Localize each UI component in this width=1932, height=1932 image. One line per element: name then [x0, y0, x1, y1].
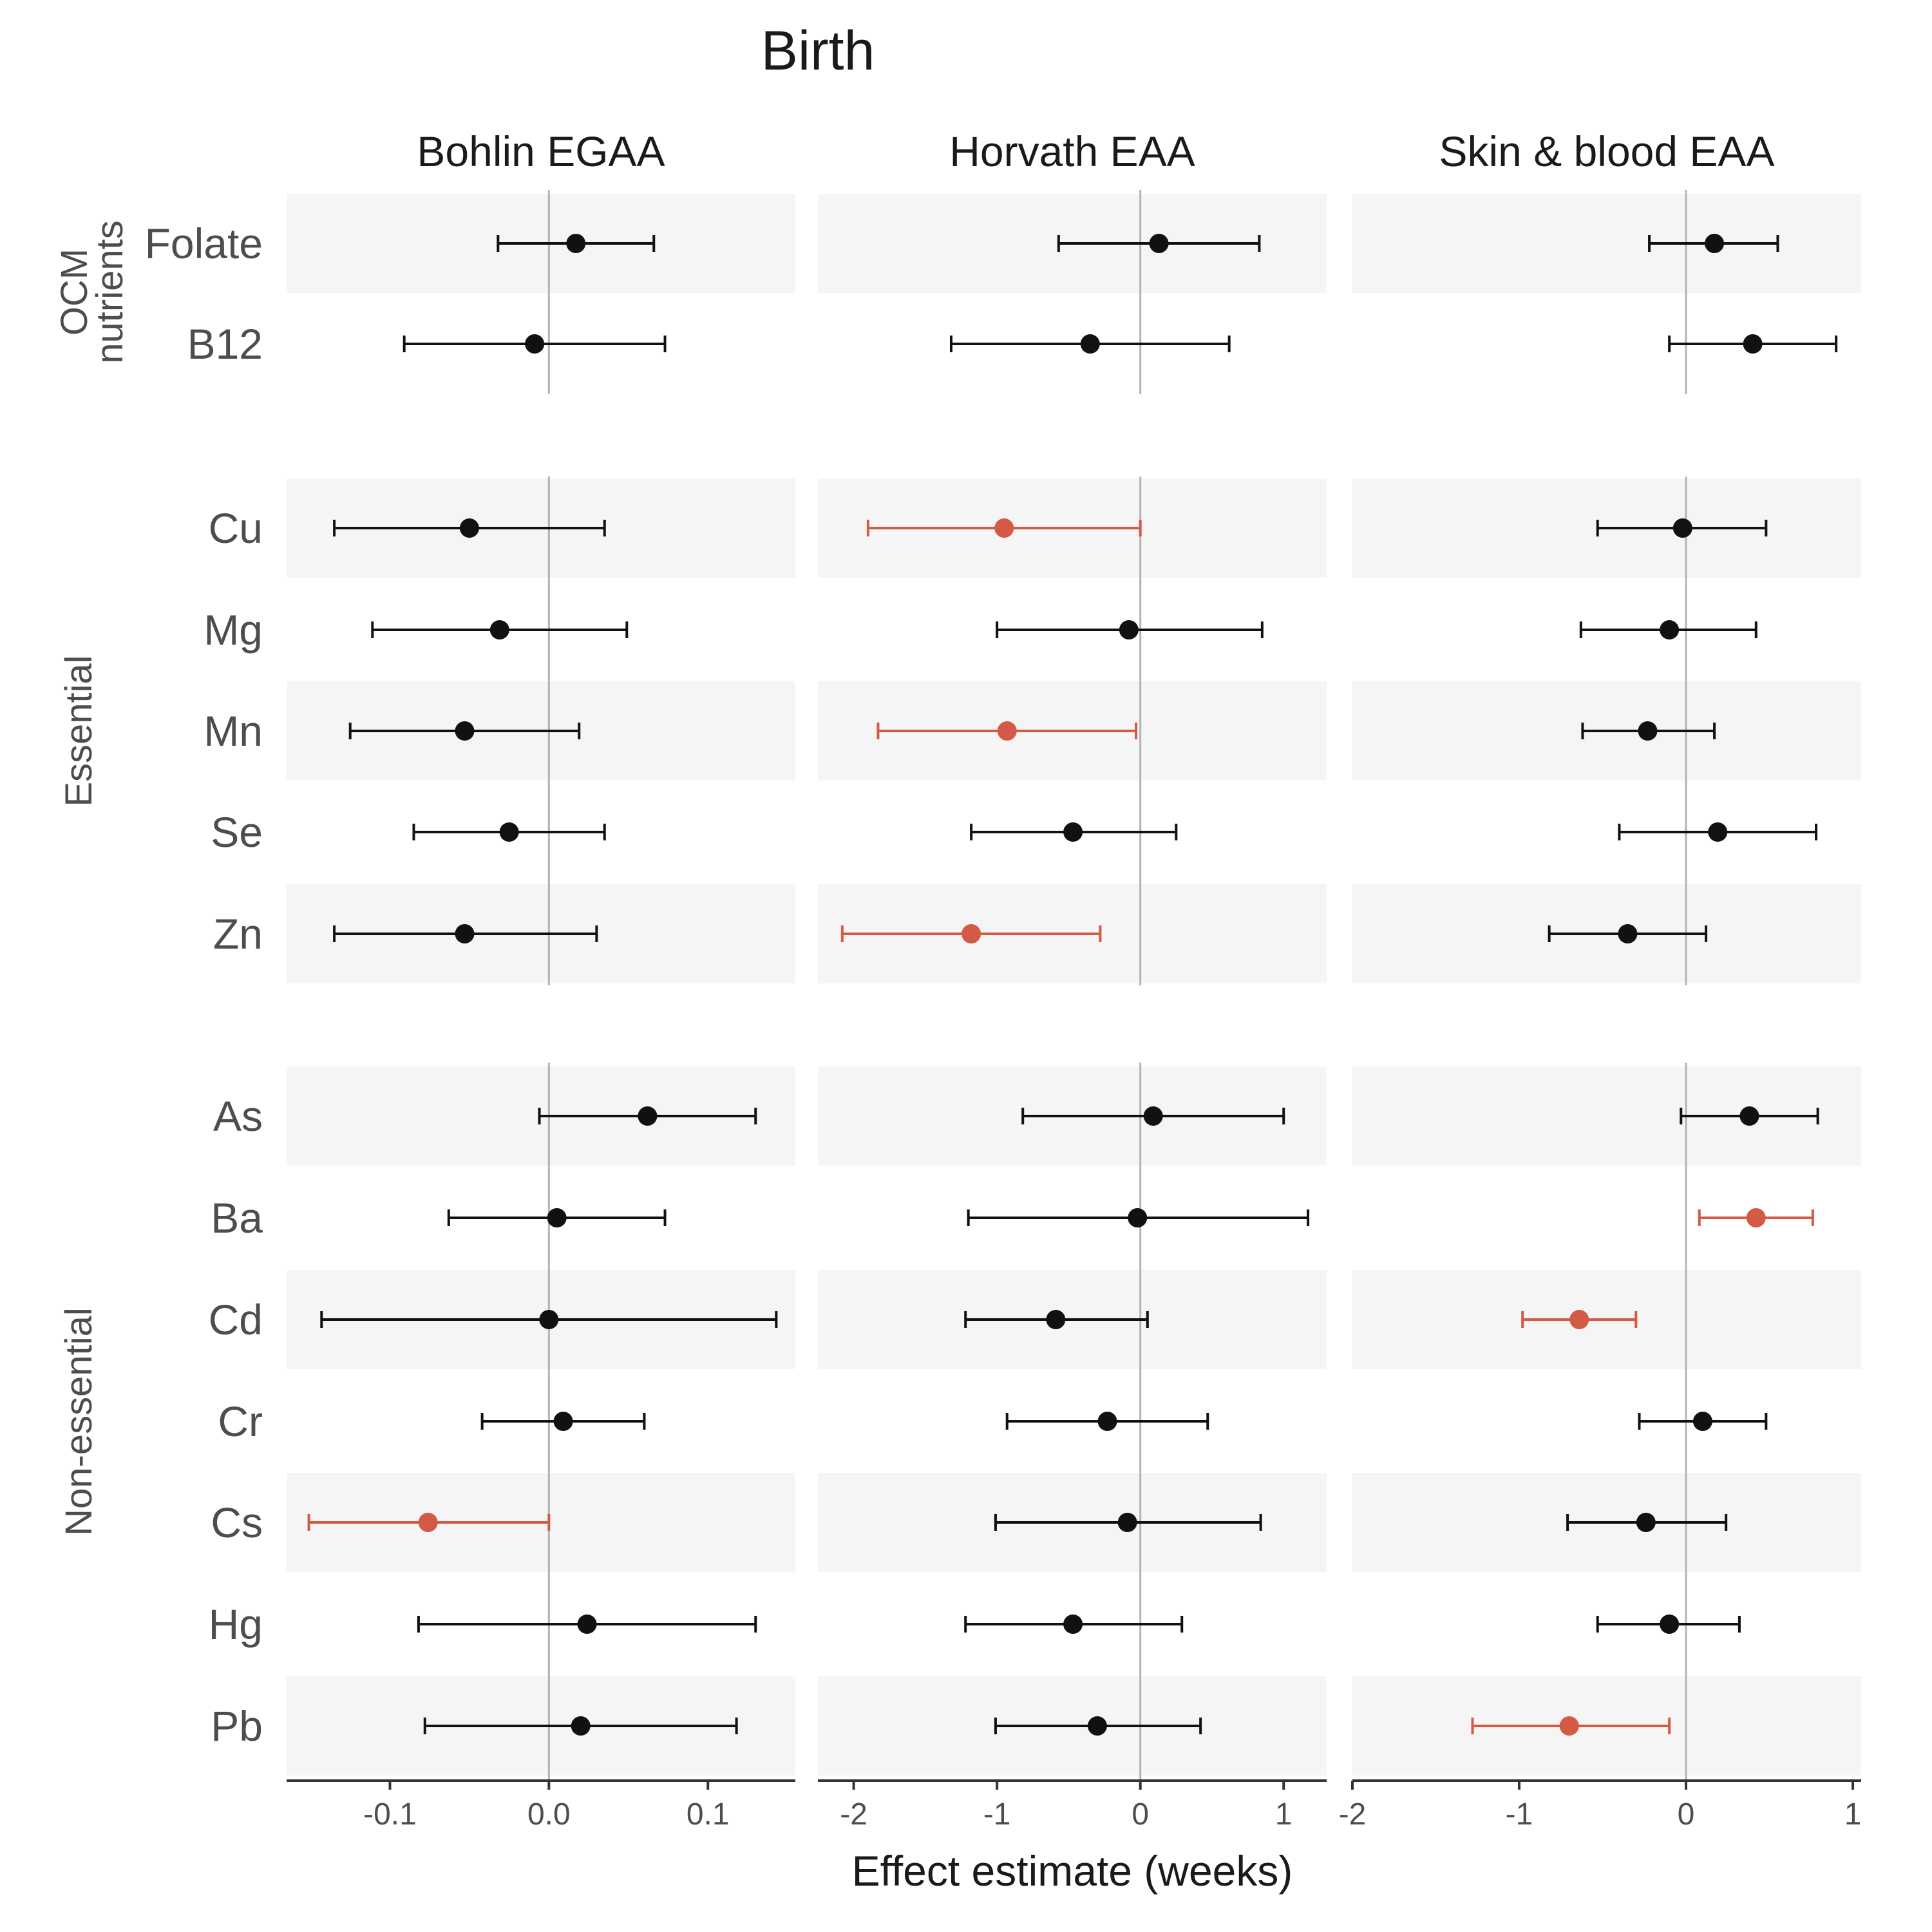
group-label-essential: Essential — [58, 655, 100, 806]
row-bands — [287, 194, 1861, 1776]
point-estimate-horvath-eaa-mg — [1119, 620, 1139, 639]
x-tick-label-skin-and-blood-eaa-1: -1 — [1506, 1797, 1533, 1832]
point-estimate-horvath-eaa-as — [1143, 1106, 1163, 1126]
x-tick-label-horvath-eaa-1: -1 — [983, 1797, 1011, 1832]
x-axis-label: Effect estimate (weeks) — [852, 1847, 1293, 1895]
estimate-marks — [307, 234, 1838, 1736]
row-label-mg: Mg — [204, 606, 263, 654]
group-label-ocm-nutrients-line-1: OCM — [53, 249, 95, 336]
row-label-folate: Folate — [145, 220, 263, 267]
row-label-mn: Mn — [204, 707, 263, 755]
point-estimate-skin-and-blood-eaa-cu — [1672, 518, 1692, 538]
row-label-pb: Pb — [211, 1702, 263, 1750]
x-axes: -0.1 0.0 0.1 -2 -1 0 1 -2 -1 0 1 — [287, 1779, 1862, 1832]
point-estimate-skin-and-blood-eaa-b12 — [1743, 334, 1763, 354]
point-estimate-skin-and-blood-eaa-cr — [1692, 1412, 1712, 1431]
point-estimate-skin-and-blood-eaa-cs — [1636, 1513, 1656, 1532]
point-estimate-bohlin-egaa-pb — [571, 1716, 591, 1736]
row-labels: Folate B12 Cu Mg Mn Se Zn As Ba Cd Cr Cs Hg Pb — [145, 220, 263, 1750]
facet-title-horvath-eaa: Horvath EAA — [949, 128, 1195, 175]
row-label-zn: Zn — [213, 910, 263, 958]
group-label-ocm-nutrients-line-2: nutrients — [89, 220, 131, 363]
point-estimate-skin-and-blood-eaa-hg — [1660, 1615, 1680, 1634]
point-estimate-bohlin-egaa-ba — [547, 1208, 567, 1227]
facet-title-skin-and-blood-eaa: Skin & blood EAA — [1439, 128, 1775, 175]
point-estimate-skin-and-blood-eaa-as — [1739, 1106, 1759, 1126]
row-band-skin-and-blood-eaa-folate — [1352, 194, 1861, 293]
point-estimate-horvath-eaa-cs — [1117, 1513, 1137, 1532]
x-tick-label-horvath-eaa-2: 0 — [1132, 1797, 1149, 1832]
point-estimate-skin-and-blood-eaa-ba — [1746, 1208, 1766, 1227]
row-label-cr: Cr — [218, 1397, 263, 1445]
chart-title: Birth — [761, 20, 875, 82]
point-estimate-horvath-eaa-cr — [1097, 1412, 1117, 1431]
x-tick-label-bohlin-egaa-0: -0.1 — [363, 1797, 417, 1832]
row-label-b12: B12 — [187, 320, 263, 368]
row-label-cd: Cd — [209, 1296, 263, 1343]
row-label-hg: Hg — [209, 1600, 263, 1648]
point-estimate-horvath-eaa-zn — [961, 924, 981, 943]
point-estimate-bohlin-egaa-cu — [459, 518, 479, 538]
row-label-cs: Cs — [211, 1499, 263, 1546]
point-estimate-skin-and-blood-eaa-zn — [1618, 924, 1638, 943]
point-estimate-bohlin-egaa-cr — [553, 1412, 573, 1431]
point-estimate-skin-and-blood-eaa-mn — [1638, 721, 1658, 741]
point-estimate-horvath-eaa-ba — [1128, 1208, 1148, 1227]
point-estimate-bohlin-egaa-zn — [455, 924, 475, 943]
point-estimate-horvath-eaa-cu — [994, 518, 1014, 538]
x-tick-label-bohlin-egaa-2: 0.1 — [687, 1797, 730, 1832]
point-estimate-bohlin-egaa-cs — [418, 1513, 438, 1532]
point-estimate-horvath-eaa-cd — [1046, 1310, 1066, 1329]
point-estimate-bohlin-egaa-cd — [539, 1310, 559, 1329]
point-estimate-bohlin-egaa-folate — [566, 234, 586, 253]
point-estimate-bohlin-egaa-as — [638, 1106, 658, 1126]
row-label-cu: Cu — [209, 504, 263, 552]
point-estimate-horvath-eaa-pb — [1087, 1716, 1107, 1736]
facet-titles: Bohlin EGAA Horvath EAA Skin & blood EAA — [417, 128, 1774, 175]
point-estimate-bohlin-egaa-hg — [577, 1615, 597, 1634]
x-tick-label-horvath-eaa-3: 1 — [1275, 1797, 1293, 1832]
point-estimate-skin-and-blood-eaa-mg — [1660, 620, 1680, 639]
row-label-se: Se — [211, 808, 263, 856]
facet-title-bohlin-egaa: Bohlin EGAA — [417, 128, 665, 175]
point-estimate-horvath-eaa-hg — [1063, 1615, 1083, 1634]
x-tick-label-skin-and-blood-eaa-0: -2 — [1339, 1797, 1367, 1832]
point-estimate-horvath-eaa-folate — [1149, 234, 1169, 253]
point-estimate-skin-and-blood-eaa-cd — [1569, 1310, 1589, 1329]
point-estimate-skin-and-blood-eaa-se — [1708, 822, 1728, 842]
row-label-as: As — [213, 1092, 263, 1140]
point-estimate-horvath-eaa-mn — [997, 721, 1017, 741]
group-label-non-essential: Non-essential — [58, 1307, 100, 1536]
point-estimate-bohlin-egaa-mn — [455, 721, 475, 741]
row-label-ba: Ba — [211, 1194, 263, 1242]
x-tick-label-skin-and-blood-eaa-3: 1 — [1844, 1797, 1862, 1832]
x-tick-label-skin-and-blood-eaa-2: 0 — [1678, 1797, 1695, 1832]
point-estimate-horvath-eaa-b12 — [1080, 334, 1100, 354]
point-estimate-horvath-eaa-se — [1063, 822, 1083, 842]
point-estimate-skin-and-blood-eaa-folate — [1705, 234, 1725, 253]
point-estimate-bohlin-egaa-b12 — [525, 334, 545, 354]
x-tick-label-horvath-eaa-0: -2 — [840, 1797, 867, 1832]
point-estimate-skin-and-blood-eaa-pb — [1559, 1716, 1579, 1736]
point-estimate-bohlin-egaa-se — [499, 822, 519, 842]
point-estimate-bohlin-egaa-mg — [489, 620, 509, 639]
x-tick-label-bohlin-egaa-1: 0.0 — [527, 1797, 571, 1832]
